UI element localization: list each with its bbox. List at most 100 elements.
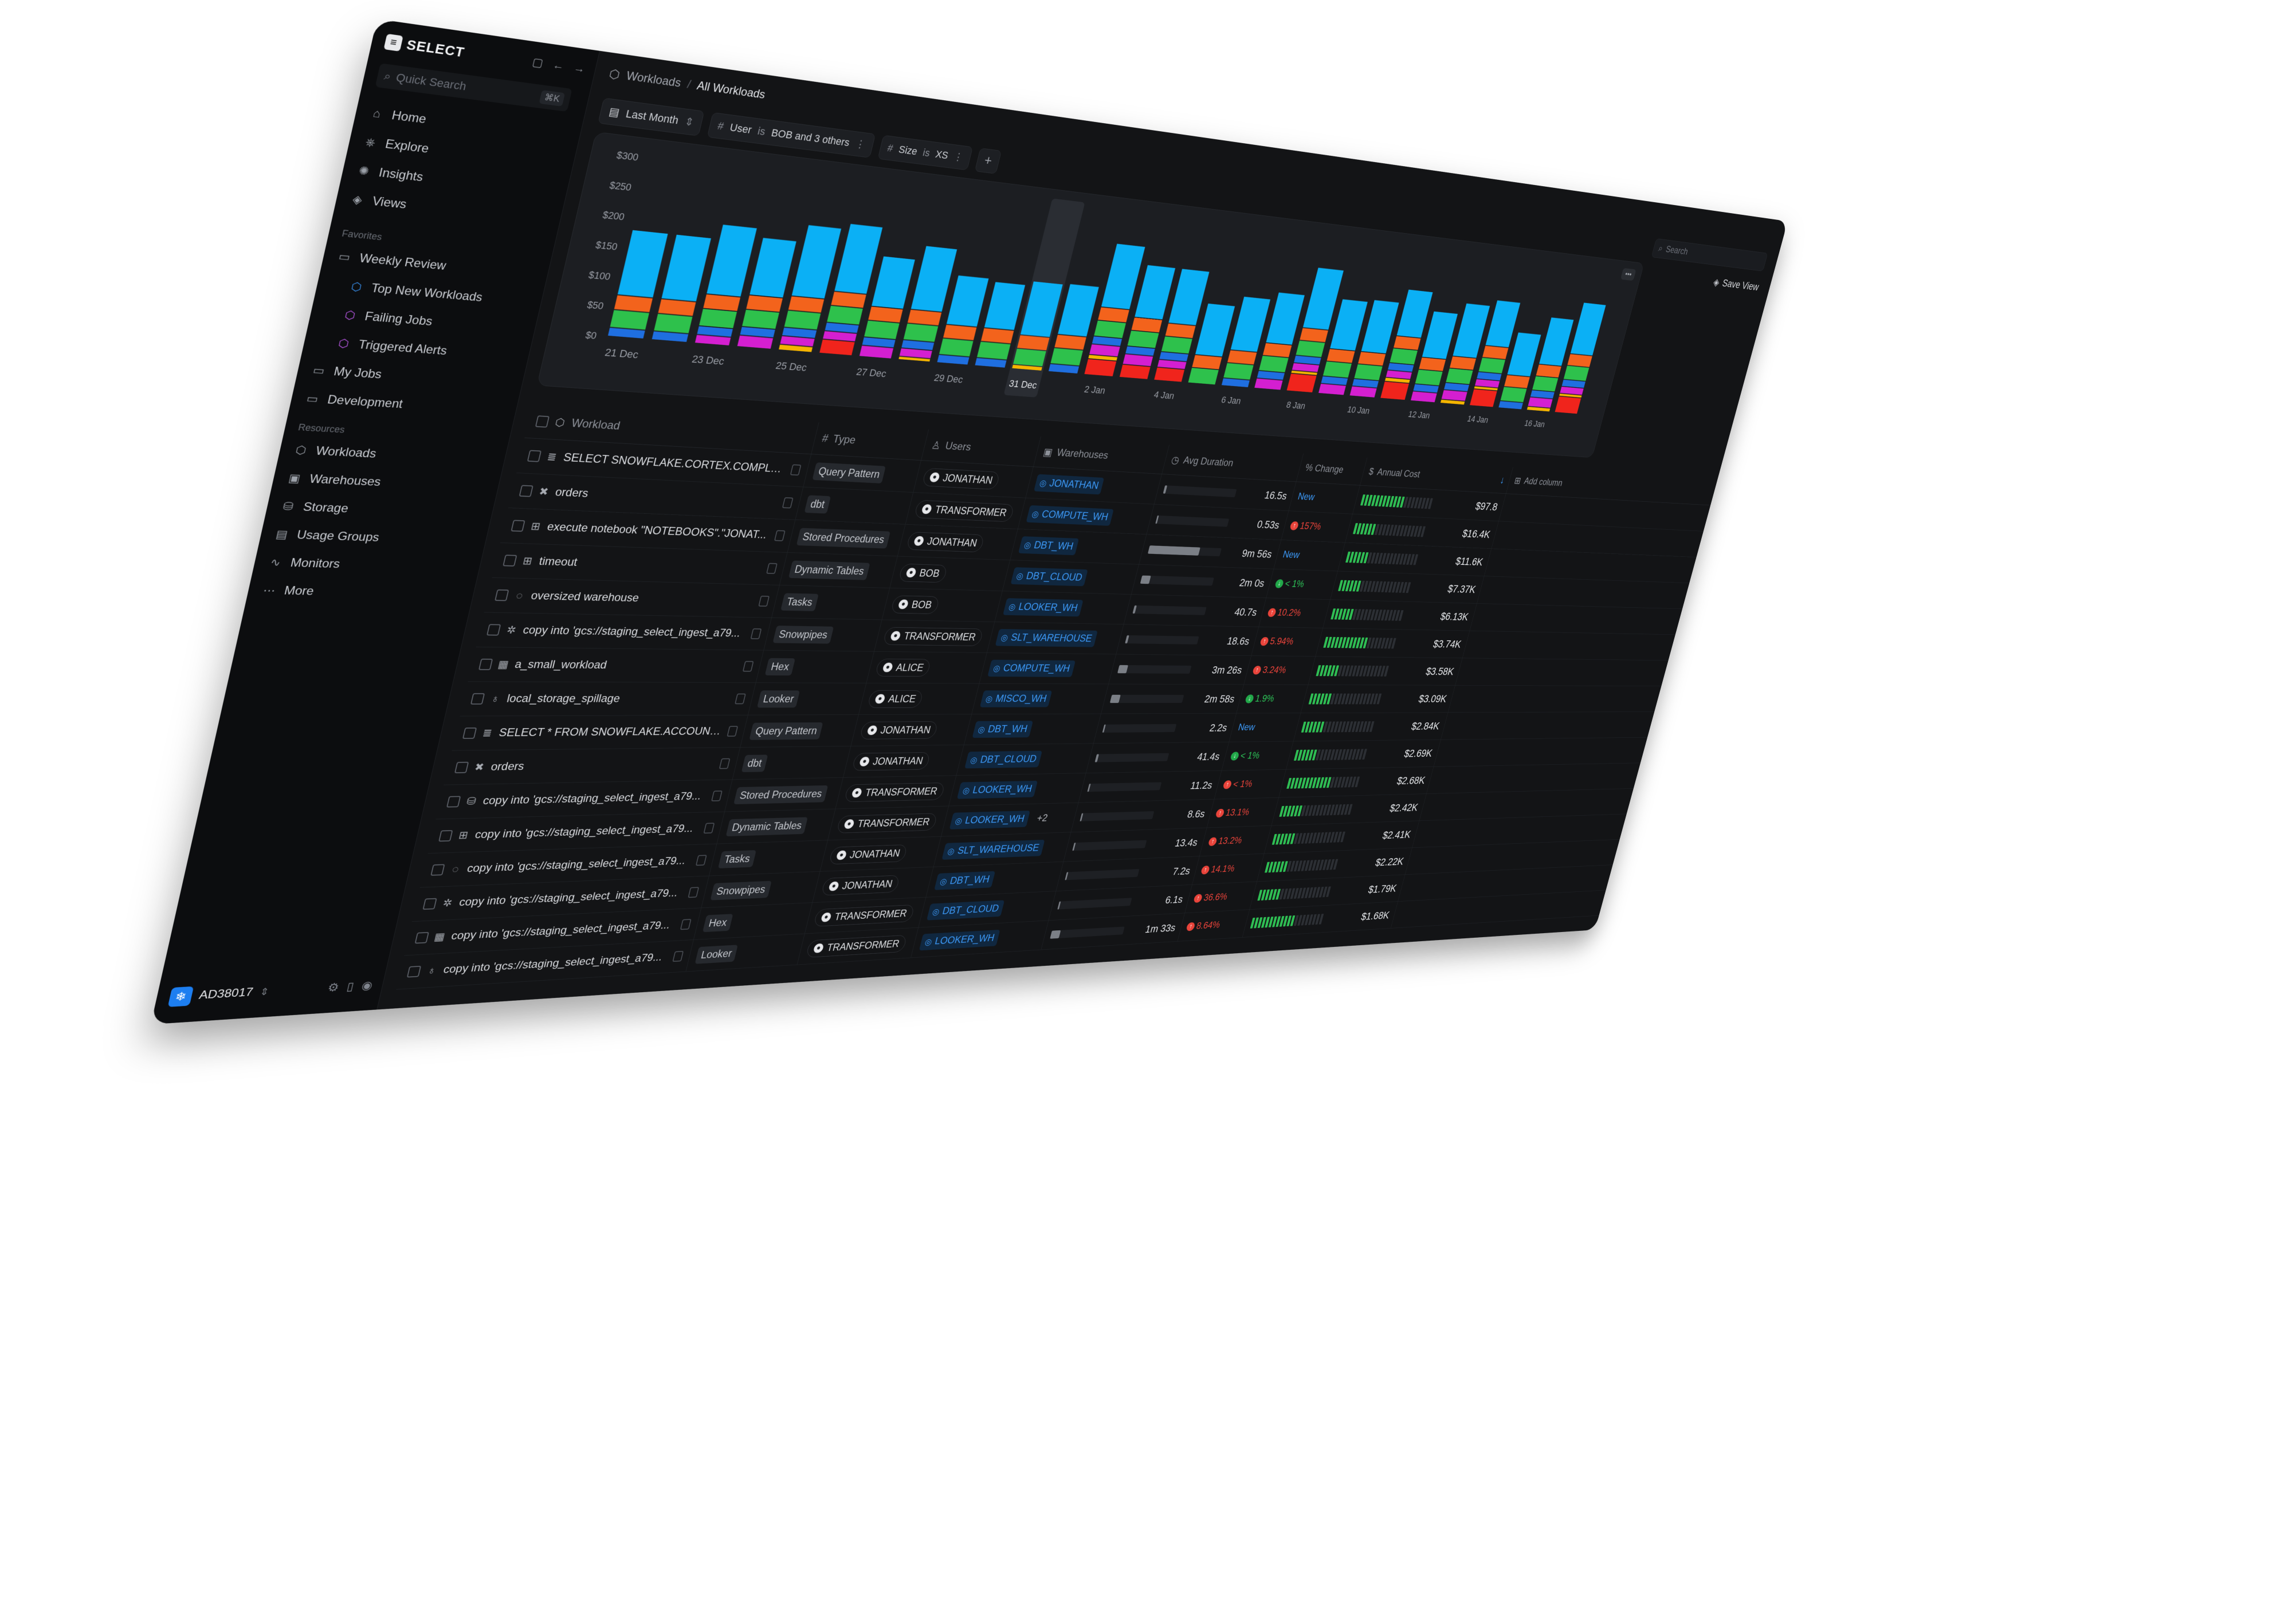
col-change[interactable]: % Change <box>1297 454 1368 485</box>
workload-cell[interactable]: ♁ local_storage_spillage <box>460 682 756 715</box>
warehouse-pill[interactable]: ◎ COMPUTE_WH <box>1026 505 1114 526</box>
warehouse-pill[interactable]: ◎ COMPUTE_WH <box>987 660 1076 677</box>
select-all-checkbox[interactable] <box>535 415 550 427</box>
document-icon[interactable] <box>711 791 723 801</box>
user-pill[interactable]: ● JONATHAN <box>922 468 1000 490</box>
row-checkbox[interactable] <box>511 520 525 532</box>
account-switcher[interactable]: ❄ AD38017 ⇕ ⚙ ▯ ◉ <box>167 971 376 1012</box>
row-checkbox[interactable] <box>446 796 461 808</box>
document-icon[interactable] <box>782 497 794 509</box>
broadcast-icon[interactable]: ◉ <box>360 978 374 993</box>
save-view-button[interactable]: ◈ Save View <box>1712 276 1760 293</box>
document-icon[interactable] <box>790 464 802 475</box>
user-pill[interactable]: ● TRANSFORMER <box>813 905 915 927</box>
workload-name[interactable]: execute notebook "NOTEBOOKS"."JONAT... <box>545 520 771 541</box>
workload-name[interactable]: a_small_workload <box>513 658 740 673</box>
resource-item-5[interactable]: ⋯ More <box>258 576 466 608</box>
workload-name[interactable]: copy into 'gcs://staging_select_ingest_a… <box>521 624 748 640</box>
row-checkbox[interactable] <box>519 485 533 497</box>
workload-cell[interactable]: ▦ a_small_workload <box>468 647 764 682</box>
document-icon[interactable] <box>696 855 707 866</box>
row-checkbox[interactable] <box>422 898 437 910</box>
row-checkbox[interactable] <box>494 589 509 601</box>
table-row[interactable]: ♁ local_storage_spillage Looker ● ALICE ◎ MISC… <box>460 682 1661 716</box>
workload-name[interactable]: orders <box>554 486 780 509</box>
back-arrow-icon[interactable]: ← <box>552 58 566 73</box>
document-icon[interactable] <box>727 726 738 737</box>
workload-name[interactable]: copy into 'gcs://staging_select_ingest_a… <box>474 822 701 842</box>
user-pill[interactable]: ● BOB <box>890 595 940 614</box>
breadcrumb-root[interactable]: Workloads <box>625 69 682 91</box>
user-pill[interactable]: ● ALICE <box>867 690 924 708</box>
warehouse-pill[interactable]: ◎ DBT_CLOUD <box>1011 567 1088 586</box>
user-pill[interactable]: ● BOB <box>898 564 948 583</box>
document-icon[interactable] <box>680 919 692 930</box>
sidebar-toggle-icon[interactable]: ▢ <box>531 56 545 70</box>
workload-name[interactable]: copy into 'gcs://staging_select_ingest_a… <box>481 790 708 808</box>
row-checkbox[interactable] <box>438 830 453 842</box>
workload-name[interactable]: local_storage_spillage <box>505 693 732 706</box>
document-icon[interactable] <box>766 563 778 574</box>
document-icon[interactable] <box>735 694 746 705</box>
warehouse-pill[interactable]: ◎ LOOKER_WH <box>949 811 1030 829</box>
document-icon[interactable] <box>758 596 770 607</box>
workload-name[interactable]: oversized warehouse <box>529 589 756 607</box>
row-checkbox[interactable] <box>430 864 445 875</box>
warehouse-pill[interactable]: ◎ DBT_WH <box>1018 536 1079 555</box>
workload-name[interactable]: timeout <box>537 555 764 575</box>
add-filter-button[interactable]: + <box>975 148 1002 174</box>
workload-name[interactable]: copy into 'gcs://staging_select_ingest_a… <box>466 855 693 875</box>
user-pill[interactable]: ● JONATHAN <box>859 721 939 740</box>
workload-cell[interactable]: ✖ orders <box>444 748 740 785</box>
add-column-button[interactable]: ⊞ Add column <box>1506 467 1573 497</box>
user-pill[interactable]: ● TRANSFORMER <box>844 782 945 802</box>
document-icon[interactable] <box>743 661 754 672</box>
user-pill[interactable]: ● TRANSFORMER <box>806 935 907 958</box>
warehouse-pill[interactable]: ◎ DBT_CLOUD <box>927 900 1004 920</box>
row-checkbox[interactable] <box>486 624 501 635</box>
warehouse-pill[interactable]: ◎ MISCO_WH <box>980 690 1053 707</box>
user-pill[interactable]: ● JONATHAN <box>906 532 985 552</box>
warehouse-pill[interactable]: ◎ DBT_CLOUD <box>964 751 1042 769</box>
row-checkbox[interactable] <box>454 762 469 773</box>
col-users[interactable]: ♙ Users <box>921 430 1041 467</box>
sort-descending-icon[interactable]: ↓ <box>1499 474 1506 486</box>
workload-name[interactable]: copy into 'gcs://staging_select_ingest_a… <box>458 887 685 909</box>
document-icon[interactable] <box>751 628 762 639</box>
document-icon[interactable] <box>719 758 731 769</box>
workload-cell[interactable]: ≣ SELECT * FROM SNOWFLAKE.ACCOUNT_... <box>452 715 748 750</box>
workload-cell[interactable]: ✲ copy into 'gcs://staging_select_ingest_… <box>476 612 772 650</box>
workload-name[interactable]: orders <box>489 757 716 773</box>
more-vertical-icon[interactable]: ⋮ <box>952 151 964 164</box>
document-icon[interactable] <box>672 951 684 962</box>
settings-icon[interactable]: ⚙ <box>327 980 341 994</box>
workload-name[interactable]: SELECT * FROM SNOWFLAKE.ACCOUNT_... <box>497 725 724 740</box>
user-pill[interactable]: ● TRANSFORMER <box>882 627 983 646</box>
warehouse-pill[interactable]: ◎ LOOKER_WH <box>1003 598 1083 616</box>
size-filter[interactable]: # Size is XS ⋮ <box>877 135 973 171</box>
user-pill[interactable]: ● ALICE <box>875 658 932 676</box>
warehouse-pill[interactable]: ◎ DBT_WH <box>934 871 995 890</box>
warehouse-pill[interactable]: ◎ LOOKER_WH <box>919 930 1000 950</box>
workload-name[interactable]: copy into 'gcs://staging_select_ingest_a… <box>450 919 677 943</box>
row-checkbox[interactable] <box>527 450 541 462</box>
more-warehouses-count[interactable]: +2 <box>1035 812 1049 824</box>
warehouse-pill[interactable]: ◎ SLT_WAREHOUSE <box>941 840 1045 860</box>
row-checkbox[interactable] <box>478 659 493 670</box>
warehouse-pill[interactable]: ◎ SLT_WAREHOUSE <box>995 629 1098 647</box>
row-checkbox[interactable] <box>503 555 517 567</box>
workload-name[interactable]: copy into 'gcs://staging_select_ingest_a… <box>442 951 670 977</box>
user-pill[interactable]: ● JONATHAN <box>821 875 901 895</box>
user-pill[interactable]: ● JONATHAN <box>829 844 908 864</box>
col-type[interactable]: # Type <box>811 422 929 460</box>
date-range-filter[interactable]: ▤ Last Month ⇕ <box>598 98 704 136</box>
user-pill[interactable]: ● TRANSFORMER <box>914 500 1015 522</box>
row-checkbox[interactable] <box>415 932 429 943</box>
document-icon[interactable] <box>688 887 699 898</box>
docs-icon[interactable]: ▯ <box>346 980 355 993</box>
resource-item-4[interactable]: ∿ Monitors <box>265 548 472 581</box>
document-icon[interactable] <box>703 823 715 833</box>
row-checkbox[interactable] <box>462 728 477 739</box>
user-pill[interactable]: ● JONATHAN <box>851 752 931 770</box>
row-checkbox[interactable] <box>470 693 485 705</box>
